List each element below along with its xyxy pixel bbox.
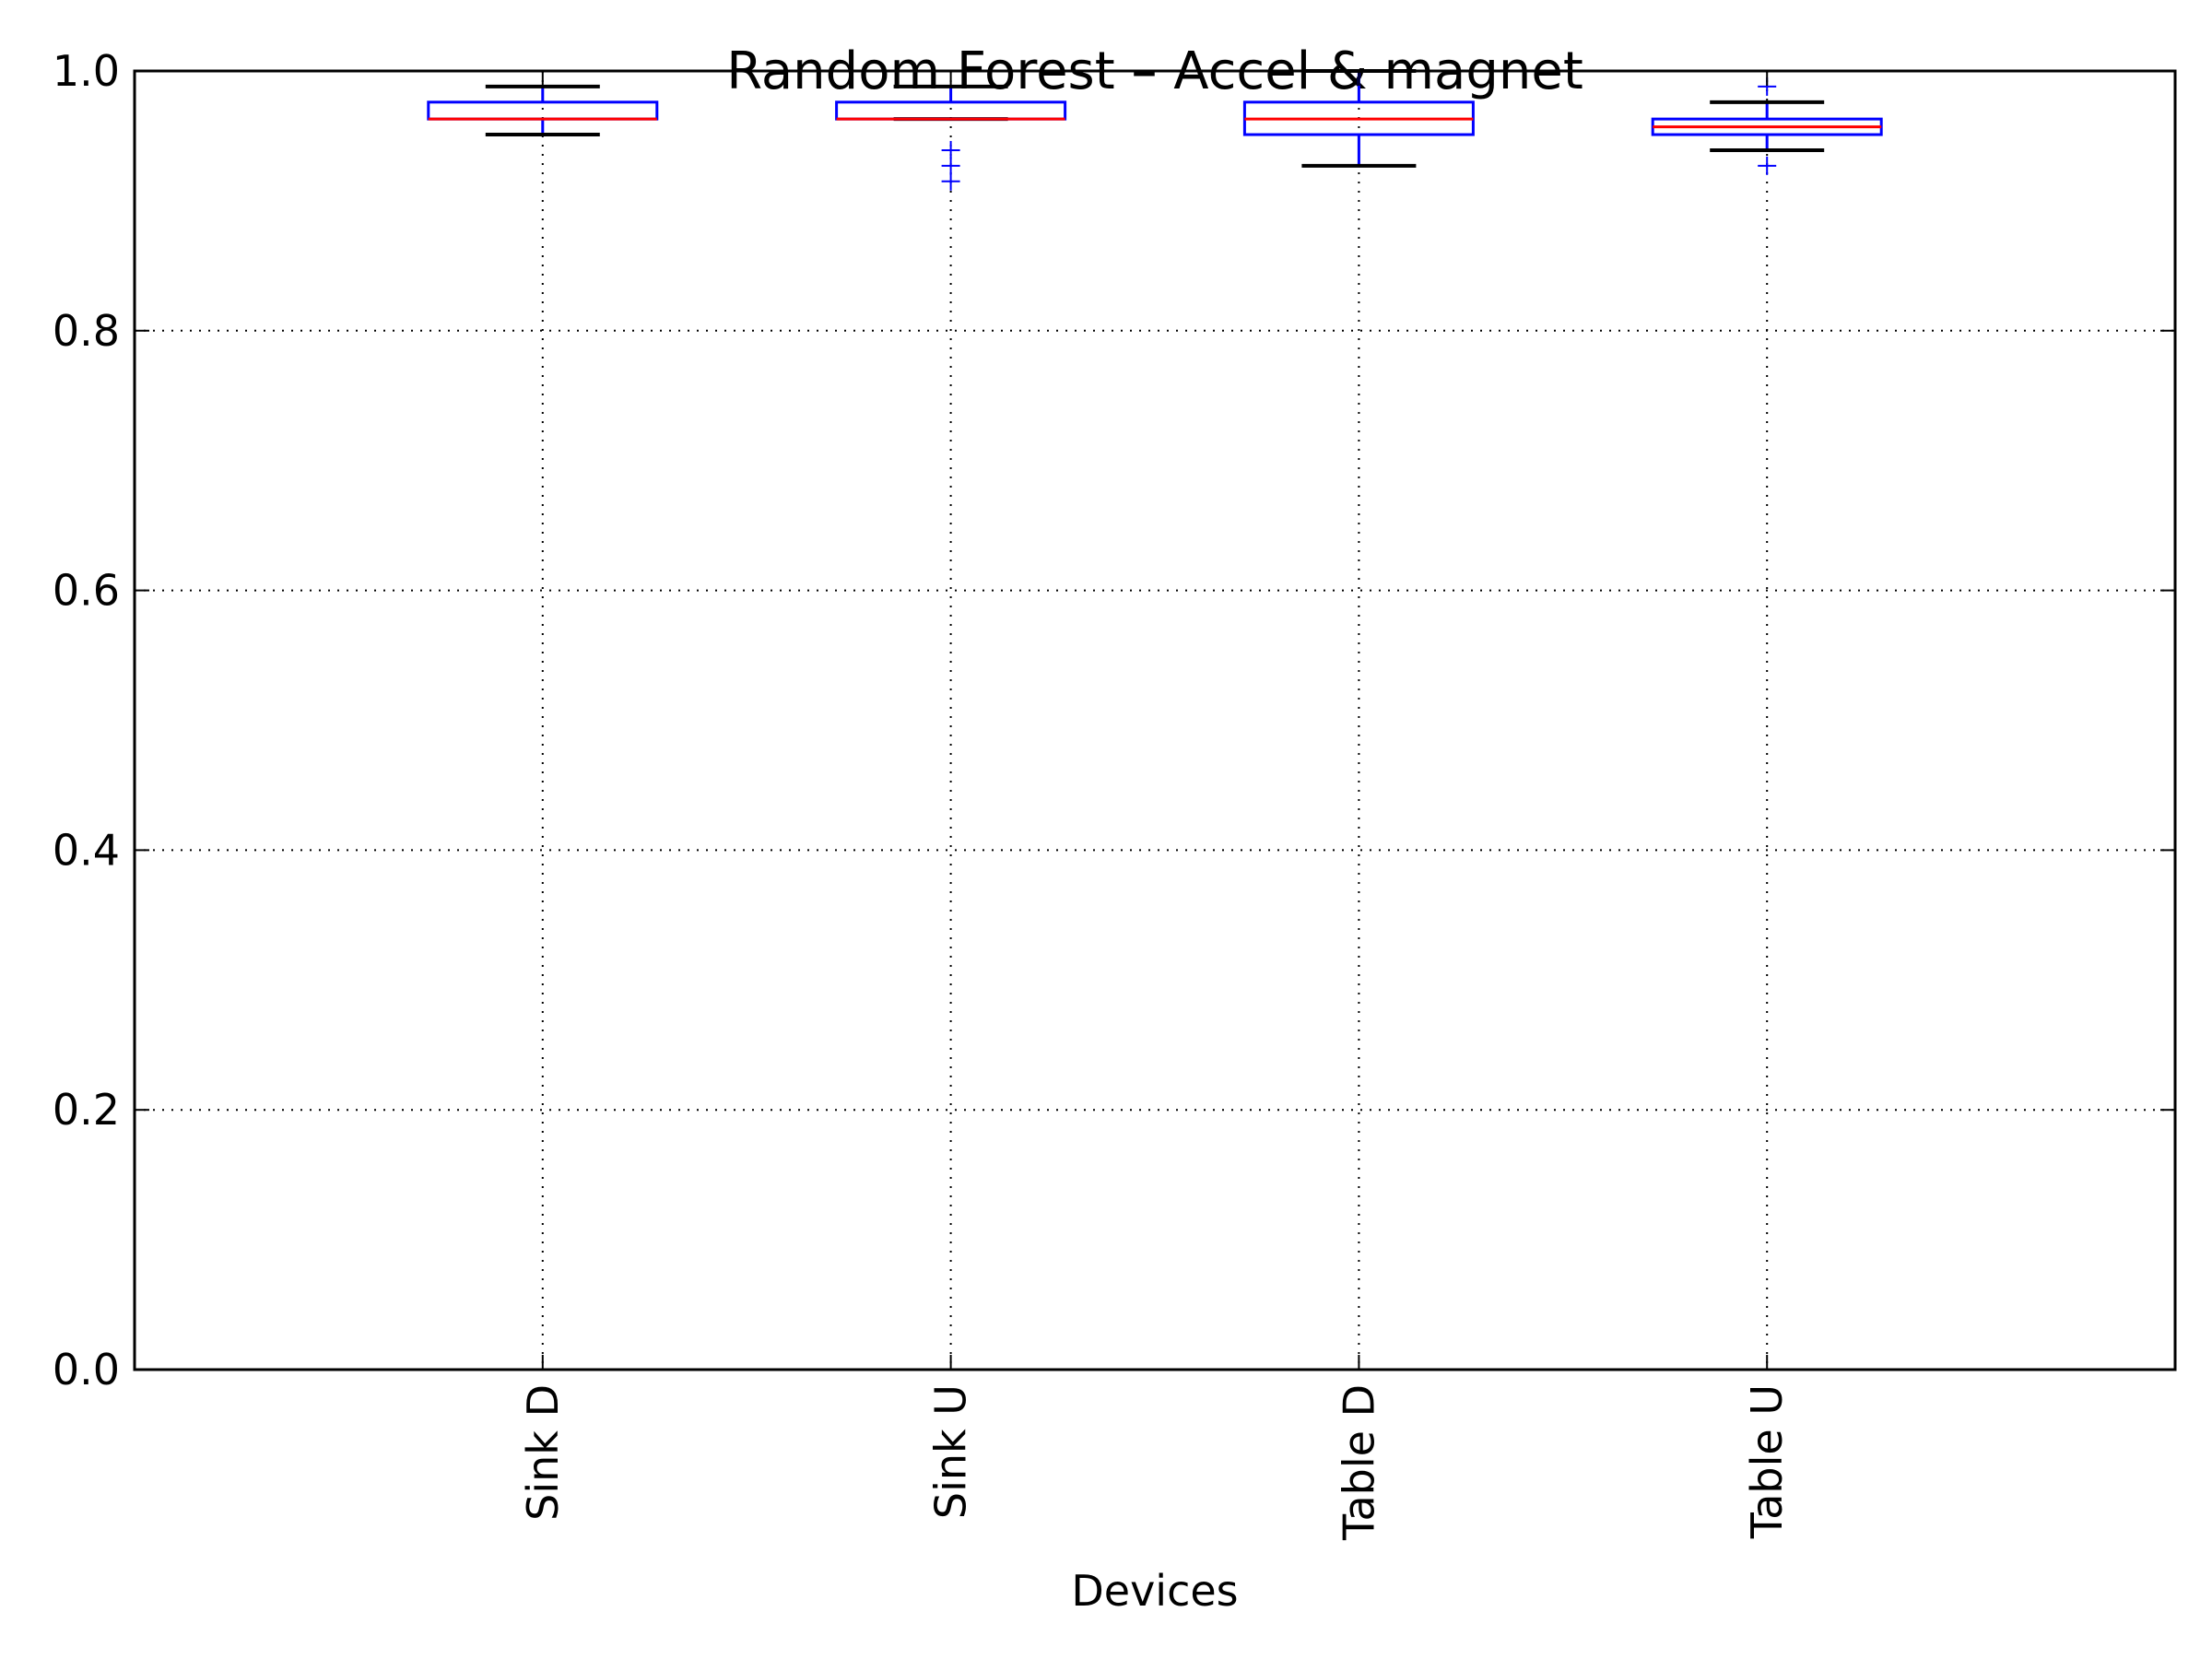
- y-tick-label: 1.0: [53, 46, 120, 96]
- x-axis-label: Devices: [1071, 1566, 1238, 1616]
- plot-area-frame: [133, 69, 2177, 1371]
- y-tick-label: 0.4: [53, 825, 120, 875]
- grid-lines: [135, 71, 2175, 1370]
- x-tick-label: Sink D: [518, 1384, 568, 1521]
- x-tick-label: Sink U: [926, 1384, 976, 1519]
- outlier-marker: [1758, 156, 1777, 175]
- y-tick-label: 0.0: [53, 1345, 120, 1394]
- y-tick-label: 0.8: [53, 306, 120, 356]
- box-sink-d: [427, 84, 659, 137]
- box-iqr: [835, 100, 1067, 121]
- x-axis: Sink D Sink U Table D Table U: [518, 71, 1792, 1541]
- outlier-marker: [941, 171, 960, 191]
- box-table-u: [1651, 76, 1883, 175]
- y-tick-label: 0.6: [53, 566, 120, 616]
- y-axis: 0.0 0.2 0.4 0.6 0.8 1.0: [53, 46, 2175, 1394]
- y-tick-label: 0.2: [53, 1085, 120, 1135]
- box-iqr: [427, 100, 659, 121]
- x-tick-label: Table D: [1334, 1384, 1383, 1541]
- outlier-marker: [941, 156, 960, 175]
- outlier-marker: [941, 140, 960, 159]
- x-tick-label: Table U: [1742, 1384, 1792, 1539]
- box-sink-u: [835, 84, 1067, 191]
